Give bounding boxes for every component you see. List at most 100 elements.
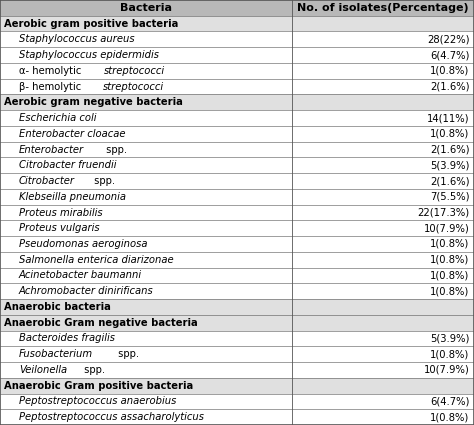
Text: 2(1.6%): 2(1.6%)	[430, 176, 469, 186]
Text: Bacteroides fragilis: Bacteroides fragilis	[19, 334, 115, 343]
Bar	[292, 173, 474, 189]
Bar	[292, 331, 474, 346]
Bar	[292, 142, 474, 157]
Bar	[0, 283, 292, 299]
Bar	[0, 252, 292, 268]
Text: 1(0.8%): 1(0.8%)	[430, 255, 469, 265]
Text: 1(0.8%): 1(0.8%)	[430, 412, 469, 422]
Text: α- hemolytic: α- hemolytic	[19, 66, 84, 76]
Text: 6(4.7%): 6(4.7%)	[430, 50, 469, 60]
Text: Enterobacter cloacae: Enterobacter cloacae	[19, 129, 126, 139]
Bar	[292, 362, 474, 378]
Bar	[0, 409, 292, 425]
Bar	[0, 110, 292, 126]
Text: 28(22%): 28(22%)	[427, 34, 469, 44]
Text: Escherichia coli: Escherichia coli	[19, 113, 97, 123]
Text: Achromobacter dinirificans: Achromobacter dinirificans	[19, 286, 154, 296]
Bar	[292, 346, 474, 362]
Bar	[0, 378, 292, 394]
Text: streptococci: streptococci	[103, 82, 164, 91]
Text: 1(0.8%): 1(0.8%)	[430, 129, 469, 139]
Bar	[0, 157, 292, 173]
Bar	[0, 0, 292, 16]
Text: Enterobacter: Enterobacter	[19, 144, 84, 155]
Bar	[0, 236, 292, 252]
Bar	[0, 221, 292, 236]
Text: 1(0.8%): 1(0.8%)	[430, 239, 469, 249]
Text: 1(0.8%): 1(0.8%)	[430, 270, 469, 280]
Bar	[0, 299, 292, 315]
Text: 6(4.7%): 6(4.7%)	[430, 397, 469, 406]
Text: Bacteria: Bacteria	[120, 3, 172, 13]
Bar	[0, 394, 292, 409]
Bar	[0, 63, 292, 79]
Text: Peptostreptococcus anaerobius: Peptostreptococcus anaerobius	[19, 397, 176, 406]
Bar	[0, 204, 292, 221]
Bar	[0, 315, 292, 331]
Bar	[0, 268, 292, 283]
Bar	[292, 236, 474, 252]
Text: Anaerobic Gram negative bacteria: Anaerobic Gram negative bacteria	[4, 317, 198, 328]
Bar	[292, 283, 474, 299]
Bar	[0, 126, 292, 142]
Bar	[0, 142, 292, 157]
Bar	[292, 189, 474, 204]
Bar	[292, 157, 474, 173]
Bar	[0, 94, 292, 110]
Bar	[292, 94, 474, 110]
Bar	[292, 315, 474, 331]
Text: Acinetobacter baumanni: Acinetobacter baumanni	[19, 270, 142, 280]
Bar	[292, 221, 474, 236]
Text: Aerobic gram positive bacteria: Aerobic gram positive bacteria	[4, 19, 178, 28]
Text: Veilonella: Veilonella	[19, 365, 67, 375]
Text: Anaerobic bacteria: Anaerobic bacteria	[4, 302, 110, 312]
Text: streptococci: streptococci	[103, 66, 164, 76]
Text: Staphylococcus epidermidis: Staphylococcus epidermidis	[19, 50, 159, 60]
Bar	[0, 47, 292, 63]
Bar	[0, 173, 292, 189]
Bar	[0, 346, 292, 362]
Bar	[292, 268, 474, 283]
Bar	[292, 47, 474, 63]
Text: spp.: spp.	[91, 176, 115, 186]
Text: 14(11%): 14(11%)	[427, 113, 469, 123]
Text: Klebseilla pneumonia: Klebseilla pneumonia	[19, 192, 126, 202]
Bar	[292, 0, 474, 16]
Text: 2(1.6%): 2(1.6%)	[430, 144, 469, 155]
Text: Peptostreptococcus assacharolyticus: Peptostreptococcus assacharolyticus	[19, 412, 204, 422]
Text: Anaerobic Gram positive bacteria: Anaerobic Gram positive bacteria	[4, 381, 193, 391]
Text: Staphylococcus aureus: Staphylococcus aureus	[19, 34, 135, 44]
Text: 5(3.9%): 5(3.9%)	[430, 334, 469, 343]
Text: 1(0.8%): 1(0.8%)	[430, 66, 469, 76]
Bar	[0, 79, 292, 94]
Text: 2(1.6%): 2(1.6%)	[430, 82, 469, 91]
Bar	[292, 299, 474, 315]
Bar	[0, 331, 292, 346]
Text: Proteus mirabilis: Proteus mirabilis	[19, 207, 102, 218]
Text: Citrobacter fruendii: Citrobacter fruendii	[19, 160, 117, 170]
Text: spp.: spp.	[81, 365, 105, 375]
Bar	[292, 378, 474, 394]
Bar	[0, 189, 292, 204]
Text: Citrobacter: Citrobacter	[19, 176, 75, 186]
Bar	[292, 204, 474, 221]
Text: 1(0.8%): 1(0.8%)	[430, 286, 469, 296]
Bar	[292, 252, 474, 268]
Text: 22(17.3%): 22(17.3%)	[417, 207, 469, 218]
Bar	[0, 16, 292, 31]
Bar	[292, 110, 474, 126]
Text: spp.: spp.	[103, 144, 127, 155]
Text: Proteus vulgaris: Proteus vulgaris	[19, 223, 100, 233]
Text: 10(7.9%): 10(7.9%)	[423, 223, 469, 233]
Text: β- hemolytic: β- hemolytic	[19, 82, 84, 91]
Bar	[292, 79, 474, 94]
Text: 1(0.8%): 1(0.8%)	[430, 349, 469, 359]
Text: Aerobic gram negative bacteria: Aerobic gram negative bacteria	[4, 97, 182, 108]
Text: spp.: spp.	[115, 349, 139, 359]
Text: 7(5.5%): 7(5.5%)	[430, 192, 469, 202]
Text: No. of isolates(Percentage): No. of isolates(Percentage)	[297, 3, 469, 13]
Bar	[292, 126, 474, 142]
Text: Fusobacterium: Fusobacterium	[19, 349, 93, 359]
Bar	[292, 63, 474, 79]
Bar	[292, 409, 474, 425]
